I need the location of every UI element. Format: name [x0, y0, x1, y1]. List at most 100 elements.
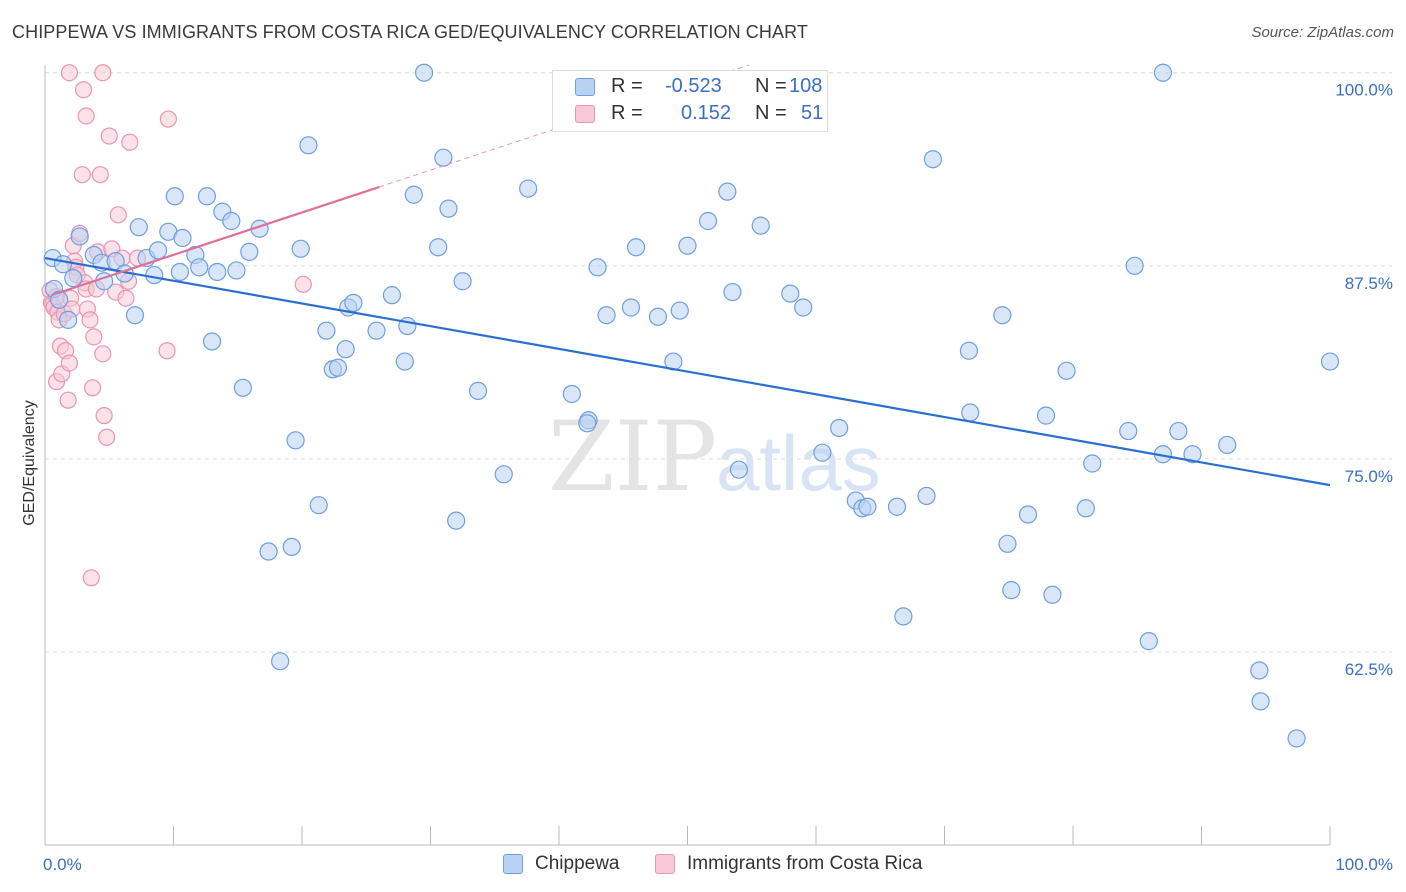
- point-costa-rica: [94, 64, 112, 82]
- x-tick-label: 0.0%: [43, 855, 82, 874]
- point-costa-rica: [98, 428, 116, 446]
- point-chippewa: [227, 261, 246, 280]
- point-chippewa: [202, 332, 222, 351]
- point-chippewa: [1218, 435, 1237, 455]
- point-chippewa: [429, 238, 448, 257]
- point-chippewa: [751, 216, 770, 235]
- point-costa-rica: [94, 345, 112, 363]
- point-chippewa: [282, 537, 301, 557]
- bottom-legend-swatch-chippewa: [503, 854, 523, 874]
- x-tick-label: 100.0%: [1335, 855, 1393, 874]
- point-chippewa: [718, 182, 737, 201]
- point-costa-rica: [100, 127, 118, 145]
- point-chippewa: [240, 242, 259, 261]
- point-chippewa: [1018, 505, 1038, 524]
- legend-r-value-costa-rica: 0.152: [681, 102, 732, 124]
- point-chippewa: [125, 306, 145, 325]
- bottom-legend-label-chippewa: Chippewa: [535, 853, 620, 874]
- point-chippewa: [291, 239, 310, 258]
- point-chippewa: [259, 542, 278, 561]
- point-chippewa: [578, 414, 597, 433]
- point-chippewa: [328, 358, 348, 377]
- point-chippewa: [729, 460, 749, 479]
- watermark: ZIP atlas: [548, 401, 881, 513]
- point-chippewa: [59, 310, 78, 329]
- point-chippewa: [621, 298, 641, 317]
- point-chippewa: [170, 262, 190, 282]
- point-chippewa: [887, 497, 907, 516]
- point-chippewa: [299, 136, 318, 155]
- tick-labels: 100.0% 87.5% 75.0% 62.5% 0.0% 100.0%: [43, 81, 1393, 874]
- point-chippewa: [1250, 661, 1269, 680]
- legend-n-label: N =: [755, 102, 787, 124]
- point-chippewa: [439, 199, 458, 218]
- point-chippewa: [404, 185, 423, 204]
- point-chippewa: [165, 187, 184, 206]
- y-tick-label: 62.5%: [1345, 660, 1393, 679]
- point-chippewa: [1183, 445, 1202, 464]
- point-chippewa: [309, 496, 328, 515]
- point-costa-rica: [60, 64, 79, 82]
- point-chippewa: [1169, 421, 1188, 441]
- legend-r-label: R =: [611, 75, 643, 97]
- source-label: Source: ZipAtlas.com: [1251, 24, 1394, 41]
- point-chippewa: [1076, 499, 1095, 518]
- point-chippewa: [597, 306, 616, 325]
- point-chippewa: [1251, 692, 1270, 711]
- point-chippewa: [145, 265, 164, 285]
- point-costa-rica: [81, 311, 99, 329]
- point-chippewa: [993, 306, 1012, 325]
- point-chippewa: [208, 262, 227, 282]
- point-chippewa: [414, 63, 434, 82]
- point-chippewa: [197, 187, 217, 206]
- point-chippewa: [1002, 581, 1021, 600]
- point-chippewa: [998, 534, 1017, 553]
- point-costa-rica: [117, 289, 135, 307]
- point-costa-rica: [60, 354, 79, 372]
- point-chippewa: [670, 301, 689, 320]
- point-chippewa: [959, 341, 979, 360]
- point-chippewa: [222, 211, 241, 231]
- point-chippewa: [447, 511, 466, 530]
- point-chippewa: [271, 652, 290, 671]
- point-chippewa: [1139, 632, 1158, 651]
- point-chippewa: [698, 211, 718, 231]
- point-chippewa: [336, 340, 355, 359]
- point-costa-rica: [121, 133, 139, 151]
- legend-swatch-costa-rica: [575, 105, 595, 123]
- legend-n-value-chippewa: 108: [789, 75, 823, 97]
- bottom-legend-swatch-costa-rica: [655, 854, 675, 874]
- point-chippewa: [395, 352, 414, 371]
- point-chippewa: [190, 258, 209, 277]
- point-chippewa: [468, 381, 488, 401]
- point-chippewa: [1153, 63, 1173, 82]
- point-chippewa: [317, 321, 336, 340]
- point-chippewa: [344, 293, 363, 312]
- point-chippewa: [286, 431, 305, 450]
- stats-legend: R = -0.523 N = 108 R = 0.152 N = 51: [552, 70, 828, 132]
- point-costa-rica: [73, 166, 91, 184]
- point-costa-rica: [91, 166, 109, 184]
- watermark-zip: ZIP: [548, 401, 717, 513]
- y-axis-label: GED/Equivalency: [21, 400, 38, 525]
- point-costa-rica: [159, 110, 177, 128]
- series-costa-rica-points: [41, 64, 312, 587]
- point-chippewa: [148, 241, 168, 260]
- y-tick-label: 87.5%: [1345, 274, 1393, 293]
- point-chippewa: [830, 418, 849, 438]
- point-chippewa: [894, 607, 913, 626]
- point-chippewa: [1287, 729, 1306, 748]
- point-costa-rica: [109, 206, 127, 224]
- point-chippewa: [678, 236, 697, 255]
- point-chippewa: [453, 272, 472, 291]
- point-chippewa: [648, 307, 668, 326]
- point-chippewa: [723, 282, 742, 302]
- point-costa-rica: [77, 107, 95, 125]
- point-costa-rica: [95, 407, 113, 425]
- point-chippewa: [588, 258, 607, 277]
- point-chippewa: [1320, 352, 1340, 371]
- point-chippewa: [858, 497, 877, 516]
- point-chippewa: [519, 179, 538, 198]
- point-costa-rica: [85, 328, 103, 346]
